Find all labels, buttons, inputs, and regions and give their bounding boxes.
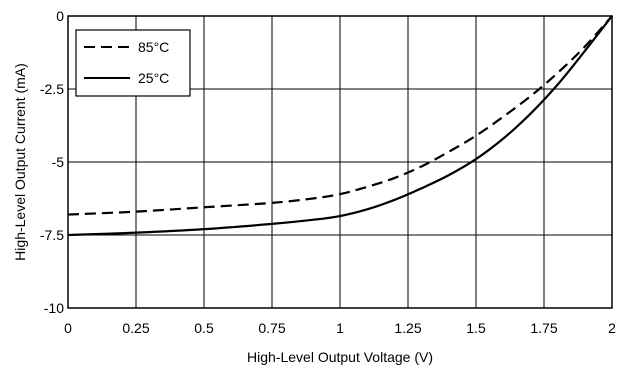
y-tick-label: -7.5	[40, 227, 64, 243]
y-tick-label: -2.5	[40, 81, 64, 97]
y-tick-label: 0	[56, 8, 64, 24]
series-line-25c	[67, 15, 613, 237]
legend-box	[75, 29, 191, 97]
x-axis-label: High-Level Output Voltage (V)	[247, 349, 433, 365]
x-tick-label: 1	[336, 320, 344, 336]
x-tick-label: 0	[64, 320, 72, 336]
plot-frame	[67, 15, 613, 309]
y-axis-label: High-Level Output Current (mA)	[12, 63, 28, 261]
legend: 85°C 25°C	[75, 29, 191, 97]
x-tick-labels: 0 0.25 0.5 0.75 1 1.25 1.5 1.75 2	[64, 320, 616, 336]
x-tick-label: 0.75	[258, 320, 285, 336]
x-tick-label: 1.25	[394, 320, 421, 336]
x-tick-label: 0.25	[122, 320, 149, 336]
y-tick-label: -5	[52, 154, 65, 170]
legend-label-25c: 25°C	[138, 70, 169, 86]
y-tick-label: -10	[44, 300, 64, 316]
x-tick-label: 2	[608, 320, 616, 336]
x-tick-label: 1.75	[530, 320, 557, 336]
legend-label-85c: 85°C	[138, 39, 169, 55]
x-tick-label: 0.5	[194, 320, 214, 336]
series-line-85c	[67, 15, 613, 216]
y-tick-labels: 0 -2.5 -5 -7.5 -10	[40, 8, 64, 316]
series-layer	[67, 15, 613, 237]
x-tick-label: 1.5	[466, 320, 486, 336]
